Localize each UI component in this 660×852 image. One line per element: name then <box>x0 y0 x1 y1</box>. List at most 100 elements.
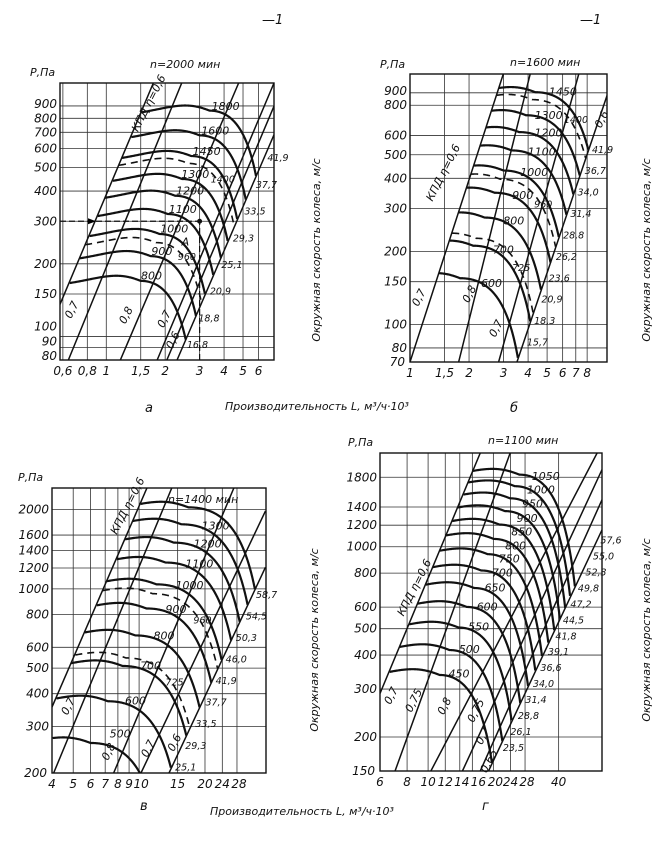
operating-point-label: A <box>181 235 190 248</box>
rpm-label: 600 <box>125 695 146 708</box>
x-axis-title-bottom: Производительность L, м³/ч·10³ <box>210 805 395 818</box>
fan-curve-1000 <box>106 577 223 661</box>
efficiency-label: 0,75 <box>403 687 426 715</box>
efficiency-label: 0,7 <box>381 685 401 706</box>
rpm-label: 450 <box>449 668 470 681</box>
y-tick-label: 1000 <box>18 582 49 596</box>
y-tick-label: 150 <box>384 275 407 289</box>
y-tick-label: 200 <box>354 730 377 744</box>
x-tick-label: 6 <box>87 777 95 791</box>
efficiency-line <box>166 105 274 360</box>
x-tick-label: 3 <box>196 364 204 378</box>
x-tick-label: 28 <box>231 777 247 791</box>
x-tick-label: 5 <box>239 364 247 378</box>
y-tick-label: 1600 <box>18 528 49 542</box>
x-tick-label: 24 <box>215 777 230 791</box>
y-tick-label: 100 <box>384 317 407 331</box>
x-tick-label: 8 <box>114 777 122 791</box>
peripheral-speed-label: 20,9 <box>210 287 231 298</box>
efficiency-line <box>516 95 607 362</box>
rpm-label: 1400 <box>211 174 235 185</box>
peripheral-speed-label: 41,9 <box>592 145 613 156</box>
fan-curve-1800 <box>141 104 258 177</box>
peripheral-speed-label: 34,0 <box>533 679 554 690</box>
fan-curve-1050 <box>472 467 576 587</box>
chart-title: n=1100 мин <box>488 434 558 447</box>
rpm-label: 1800 <box>212 100 240 113</box>
y-tick-label: 300 <box>34 214 57 228</box>
rpm-label: 1100 <box>169 203 197 216</box>
y-tick-label: 80 <box>42 349 58 363</box>
rpm-label: 1000 <box>160 223 188 236</box>
peripheral-speed-axis-label: Окружная скорость колеса, м/с <box>308 548 321 731</box>
efficiency-line <box>176 134 274 360</box>
efficiency-line <box>410 74 505 362</box>
y-tick-label: 300 <box>354 682 377 696</box>
rpm-label: 550 <box>468 621 489 634</box>
plot-area <box>410 74 607 362</box>
x-tick-label: 1,5 <box>435 366 454 380</box>
fan-curve-750 <box>439 547 544 657</box>
fan-curve-960 <box>471 173 557 247</box>
peripheral-speed-label: 33,5 <box>244 207 265 218</box>
x-tick-label: 0,8 <box>78 364 97 378</box>
y-tick-label: 1400 <box>18 543 49 557</box>
x-axis-title-top: Производительность L, м³/ч·10³ <box>225 400 410 413</box>
peripheral-speed-axis-label: Окружная скорость колеса, м/с <box>640 158 653 341</box>
fan-curve-500 <box>399 643 504 742</box>
rpm-label: 1100 <box>185 558 213 571</box>
plot-frame <box>51 487 267 774</box>
x-tick-label: 14 <box>454 775 469 789</box>
y-tick-label: 600 <box>26 640 49 654</box>
x-tick-label: 4 <box>48 777 56 791</box>
efficiency-label: КПД η=0,6 <box>108 475 148 536</box>
peripheral-speed-label: 36,7 <box>585 166 606 177</box>
y-tick-label: 80 <box>392 341 408 355</box>
plot-area <box>60 83 274 360</box>
x-tick-label: 5 <box>543 366 551 380</box>
y-tick-label: 1800 <box>346 470 377 484</box>
peripheral-speed-label: 18,3 <box>534 316 555 327</box>
peripheral-speed-label: 36,6 <box>540 663 561 674</box>
plot-frame <box>409 73 608 363</box>
y-tick-label: 500 <box>384 148 407 162</box>
y-tick-label: 100 <box>34 320 57 334</box>
rpm-label: 1200 <box>176 185 204 198</box>
fan-curve-600 <box>438 272 519 358</box>
rpm-label: 960 <box>534 200 552 211</box>
rpm-label: 800 <box>503 215 524 228</box>
rpm-label: 1450 <box>193 145 221 158</box>
fan-curve-1100 <box>116 555 233 641</box>
y-tick-label: 800 <box>26 607 49 621</box>
y-tick-label: 200 <box>384 244 407 258</box>
peripheral-speed-label: 41,9 <box>216 676 237 687</box>
fan-curve-1300 <box>132 517 249 605</box>
efficiency-label: 0,7 <box>58 696 78 717</box>
x-tick-label: 6 <box>255 364 263 378</box>
fan-curve-1100 <box>480 144 568 216</box>
peripheral-speed-label: 25,1 <box>175 762 196 773</box>
fan-curve-1200 <box>486 125 575 195</box>
fan-curve-1600 <box>131 129 247 200</box>
panel-letter: г <box>482 799 489 814</box>
efficiency-label: 0,6 <box>165 732 185 753</box>
x-tick-label: 4 <box>524 366 532 380</box>
rpm-label: 600 <box>477 600 498 613</box>
x-tick-label: 8 <box>583 366 591 380</box>
y-tick-label: 150 <box>352 764 375 778</box>
rpm-label: 800 <box>141 269 162 282</box>
x-tick-label: 3 <box>500 366 508 380</box>
fan-curve-1000 <box>89 227 206 295</box>
rpm-label: 1000 <box>176 579 204 592</box>
y-tick-label: 2000 <box>18 503 49 517</box>
peripheral-speed-label: 33,5 <box>195 719 216 730</box>
efficiency-line <box>380 453 481 694</box>
peripheral-speed-axis-label: Окружная скорость колеса, м/с <box>640 538 653 721</box>
chart-title: n=1400 мин <box>168 493 238 506</box>
fan-curve-800 <box>84 628 201 708</box>
x-tick-label: 12 <box>438 775 453 789</box>
y-tick-label: 500 <box>354 622 377 636</box>
rpm-label: 700 <box>492 566 513 579</box>
